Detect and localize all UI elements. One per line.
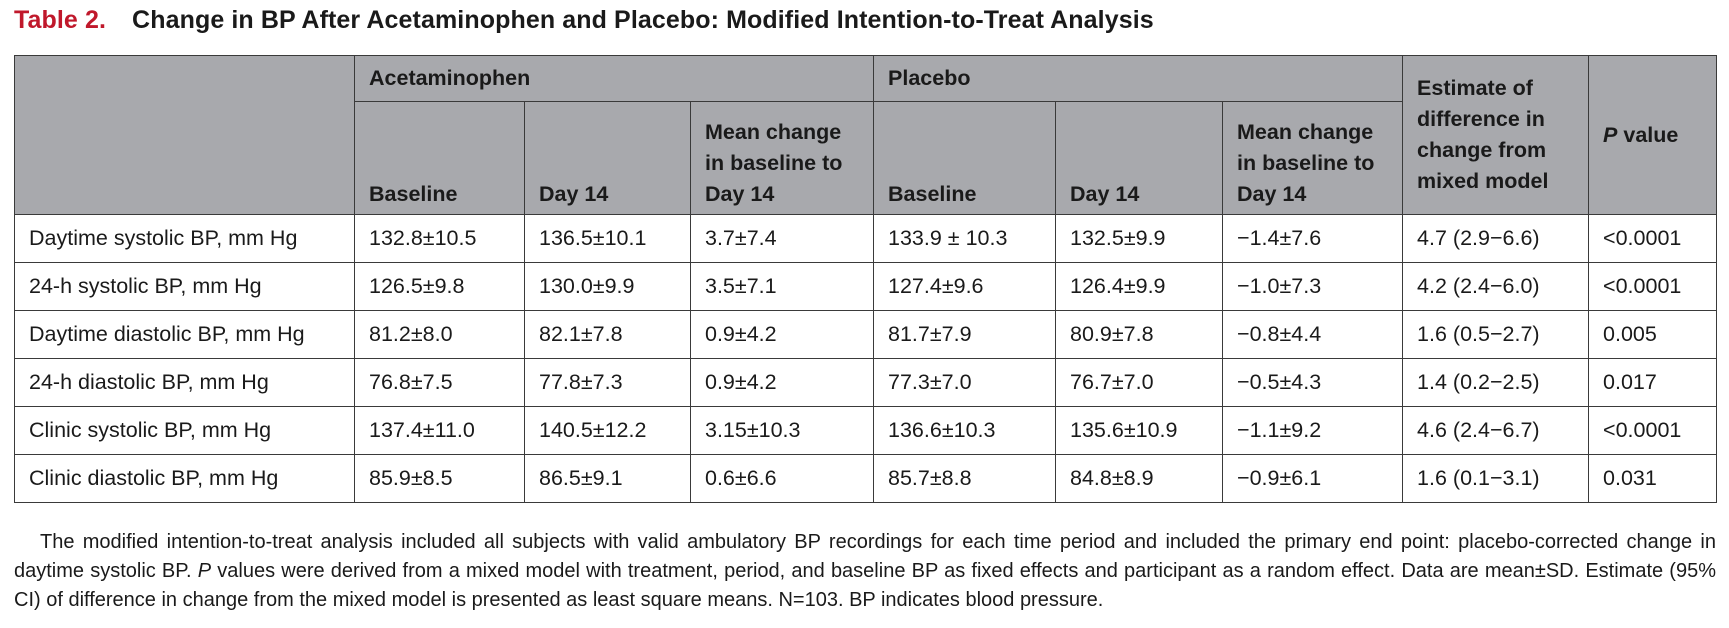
bp-results-table: Acetaminophen Placebo Estimate of differ…: [14, 55, 1718, 503]
table-row: Clinic diastolic BP, mm Hg 85.9±8.5 86.5…: [14, 454, 1718, 503]
cell-plac-change: −0.8±4.4: [1222, 310, 1404, 359]
header-group-acetaminophen: Acetaminophen: [353, 55, 875, 102]
cell-acet-baseline: 81.2±8.0: [354, 310, 525, 359]
cell-acet-day14: 130.0±9.9: [524, 262, 691, 311]
cell-plac-change: −1.0±7.3: [1222, 262, 1404, 311]
cell-plac-change: −0.9±6.1: [1222, 454, 1404, 503]
header-plac-baseline: Baseline: [873, 101, 1057, 215]
header-plac-mean-change: Mean change in baseline to Day 14: [1222, 101, 1404, 215]
cell-acet-change: 0.9±4.2: [689, 358, 875, 407]
header-acet-mean-change: Mean change in baseline to Day 14: [689, 101, 875, 215]
table-row: 24-h diastolic BP, mm Hg 76.8±7.5 77.8±7…: [14, 358, 1718, 407]
cell-acet-baseline: 76.8±7.5: [354, 358, 525, 407]
header-acet-day14: Day 14: [524, 101, 691, 215]
cell-acet-change: 3.15±10.3: [689, 406, 875, 455]
cell-plac-change: −1.4±7.6: [1222, 214, 1404, 263]
row-label: Daytime systolic BP, mm Hg: [14, 214, 355, 263]
cell-acet-baseline: 137.4±11.0: [354, 406, 525, 455]
cell-estimate: 4.7 (2.9−6.6): [1402, 214, 1590, 263]
table-footnote: The modified intention-to-treat analysis…: [14, 528, 1716, 615]
cell-plac-day14: 135.6±10.9: [1055, 406, 1224, 455]
cell-p-value: 0.031: [1588, 454, 1718, 503]
cell-estimate: 4.2 (2.4−6.0): [1402, 262, 1590, 311]
header-acet-baseline: Baseline: [354, 101, 525, 215]
p-value-label: value: [1617, 122, 1679, 147]
cell-acet-change: 3.7±7.4: [689, 214, 875, 263]
cell-plac-change: −1.1±9.2: [1222, 406, 1404, 455]
cell-acet-day14: 136.5±10.1: [524, 214, 691, 263]
cell-plac-day14: 126.4±9.9: [1055, 262, 1224, 311]
cell-acet-baseline: 126.5±9.8: [354, 262, 525, 311]
header-plac-day14: Day 14: [1055, 101, 1224, 215]
cell-acet-day14: 77.8±7.3: [524, 358, 691, 407]
p-italic: P: [1603, 122, 1618, 147]
cell-acet-baseline: 85.9±8.5: [354, 454, 525, 503]
cell-estimate: 1.6 (0.1−3.1): [1402, 454, 1590, 503]
cell-plac-day14: 84.8±8.9: [1055, 454, 1224, 503]
cell-plac-day14: 76.7±7.0: [1055, 358, 1224, 407]
cell-p-value: 0.017: [1588, 358, 1718, 407]
row-label: 24-h systolic BP, mm Hg: [14, 262, 355, 311]
cell-plac-baseline: 85.7±8.8: [873, 454, 1057, 503]
cell-estimate: 1.6 (0.5−2.7): [1402, 310, 1590, 359]
cell-p-value: <0.0001: [1588, 214, 1718, 263]
cell-plac-baseline: 136.6±10.3: [873, 406, 1057, 455]
cell-plac-baseline: 77.3±7.0: [873, 358, 1057, 407]
footnote-p-italic: P: [197, 560, 212, 582]
cell-p-value: <0.0001: [1588, 262, 1718, 311]
cell-plac-baseline: 133.9 ± 10.3: [873, 214, 1057, 263]
cell-acet-change: 3.5±7.1: [689, 262, 875, 311]
cell-plac-day14: 80.9±7.8: [1055, 310, 1224, 359]
header-group-placebo: Placebo: [873, 55, 1404, 102]
cell-acet-change: 0.9±4.2: [689, 310, 875, 359]
cell-estimate: 4.6 (2.4−6.7): [1402, 406, 1590, 455]
table-number: Table 2.: [14, 6, 107, 34]
header-p-value: P value: [1588, 55, 1718, 215]
cell-estimate: 1.4 (0.2−2.5): [1402, 358, 1590, 407]
cell-plac-day14: 132.5±9.9: [1055, 214, 1224, 263]
header-estimate: Estimate of difference in change from mi…: [1402, 55, 1590, 215]
cell-acet-day14: 86.5±9.1: [524, 454, 691, 503]
table-row: Daytime diastolic BP, mm Hg 81.2±8.0 82.…: [14, 310, 1718, 359]
cell-plac-baseline: 81.7±7.9: [873, 310, 1057, 359]
table-title: Table 2. Change in BP After Acetaminophen…: [14, 6, 1154, 35]
cell-p-value: <0.0001: [1588, 406, 1718, 455]
table-row: 24-h systolic BP, mm Hg 126.5±9.8 130.0±…: [14, 262, 1718, 311]
cell-plac-change: −0.5±4.3: [1222, 358, 1404, 407]
cell-acet-change: 0.6±6.6: [689, 454, 875, 503]
footnote-paragraph: The modified intention-to-treat analysis…: [14, 528, 1716, 615]
footnote-part2: values were derived from a mixed model w…: [14, 560, 1716, 611]
footnote-part1: The modified intention-to-treat analysis…: [14, 531, 1716, 582]
cell-p-value: 0.005: [1588, 310, 1718, 359]
row-label: Daytime diastolic BP, mm Hg: [14, 310, 355, 359]
cell-acet-day14: 140.5±12.2: [524, 406, 691, 455]
table-title-text: Change in BP After Acetaminophen and Pla…: [132, 6, 1154, 34]
table-row: Daytime systolic BP, mm Hg 132.8±10.5 13…: [14, 214, 1718, 263]
row-label: Clinic systolic BP, mm Hg: [14, 406, 355, 455]
row-label: Clinic diastolic BP, mm Hg: [14, 454, 355, 503]
row-label: 24-h diastolic BP, mm Hg: [14, 358, 355, 407]
table-row: Clinic systolic BP, mm Hg 137.4±11.0 140…: [14, 406, 1718, 455]
header-blank-cell: [14, 55, 355, 215]
cell-plac-baseline: 127.4±9.6: [873, 262, 1057, 311]
cell-acet-baseline: 132.8±10.5: [354, 214, 525, 263]
cell-acet-day14: 82.1±7.8: [524, 310, 691, 359]
